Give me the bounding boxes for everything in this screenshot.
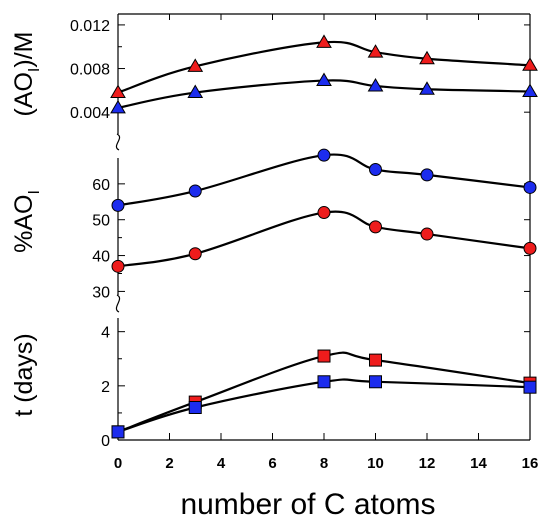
x-tick-label: 4 [217,455,226,472]
series-line-panel0-s0 [117,40,531,94]
x-tick-label: 8 [320,455,328,472]
series-line-panel1-s0 [117,153,531,207]
data-point-triangle [316,34,332,48]
x-tick-label: 10 [367,455,384,472]
data-point-triangle [187,84,204,99]
data-point-square [523,380,537,394]
x-tick-label: 12 [419,455,436,472]
data-point-circle [420,168,434,182]
data-point-circle [420,227,434,241]
series-line-panel2-s0 [117,351,531,433]
data-point-triangle [367,78,384,92]
y-axis-title: (AOI)/M [10,31,43,116]
y-tick-label: 4 [101,325,110,342]
data-point-square [317,375,331,389]
data-point-circle [317,148,331,162]
data-point-triangle [522,83,538,97]
data-point-triangle [316,72,332,87]
axis-break-mark-0 [115,133,121,151]
data-point-circle [188,184,202,198]
data-point-square [317,349,331,363]
data-point-triangle [187,58,204,72]
data-point-square [188,401,202,414]
data-point-triangle [522,57,538,71]
data-point-square [369,375,382,389]
y-axis-title-main: (AO [10,72,38,116]
y-tick-label: 2 [101,379,110,396]
data-point-circle [317,206,331,220]
y-axis-title-subscript: I [26,68,43,72]
y-tick-label: 0.012 [70,18,110,35]
y-axis-title-subscript: I [26,190,43,194]
data-point-circle [369,163,382,177]
axis-break-mark-1 [115,294,121,313]
y-tick-label: 0 [101,433,110,450]
data-point-triangle [367,44,384,58]
data-point-square [111,425,125,439]
data-point-circle [523,241,537,255]
data-point-circle [523,180,537,194]
y-tick-label: 0.008 [70,62,110,79]
y-axis-title-main: t (days) [10,333,38,416]
data-point-circle [111,259,125,273]
data-point-triangle [110,99,126,114]
y-tick-label: 40 [92,249,110,266]
x-tick-label: 2 [165,455,173,472]
y-tick-label: 60 [92,177,110,194]
y-axis-title: t (days) [10,333,38,416]
data-point-triangle [110,84,126,99]
data-point-triangle [419,50,435,65]
data-point-circle [188,247,202,261]
x-tick-label: 6 [268,455,276,472]
x-tick-label: 0 [114,455,122,472]
y-tick-label: 30 [92,284,110,301]
y-tick-label: 50 [92,213,110,230]
x-axis-title: number of C atoms [180,488,435,521]
y-tick-label: 0.004 [70,105,110,122]
x-tick-label: 16 [522,455,539,472]
y-axis-title: %AOI [10,190,43,253]
y-axis-title-main: %AO [10,195,38,253]
data-point-circle [369,220,382,234]
data-point-triangle [419,81,435,95]
data-point-circle [111,198,125,212]
data-point-square [369,353,382,367]
y-axis-title-tail: )/M [10,31,38,67]
x-tick-label: 14 [470,455,487,472]
series-line-panel1-s1 [117,210,531,268]
